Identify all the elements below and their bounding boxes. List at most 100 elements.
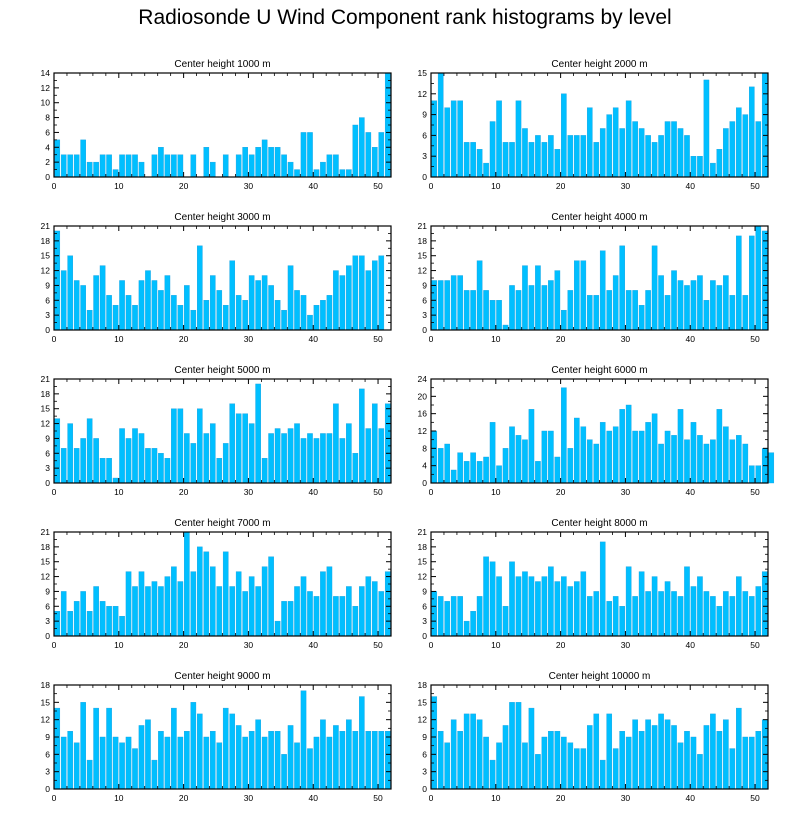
y-tick-label: 3: [422, 310, 427, 320]
bar: [528, 285, 535, 331]
bar: [216, 290, 223, 331]
bar: [457, 731, 463, 790]
y-tick-label: 0: [45, 478, 50, 488]
bar: [723, 591, 729, 637]
bar: [625, 100, 632, 178]
panel-3: Center height 3000 m 0 3 6 9 12 15 18 21 0 10 20 30 4…: [41, 212, 392, 344]
y-tick-label: 15: [418, 697, 428, 707]
bar: [274, 731, 281, 790]
x-tick-label: 50: [750, 640, 760, 650]
x-tick-label: 40: [685, 487, 695, 497]
y-tick-label: 12: [41, 419, 51, 429]
panel-4: Center height 4000 m 0 3 6 9 12 15 18 21 0 10 20 30 4…: [418, 212, 769, 344]
bar: [625, 736, 632, 790]
bar: [574, 417, 580, 484]
bar: [457, 452, 463, 484]
y-tick-label: 0: [45, 631, 50, 641]
bar: [307, 314, 313, 331]
bar: [470, 713, 476, 790]
bar: [632, 290, 638, 331]
bar: [716, 731, 723, 790]
bar: [476, 260, 483, 331]
bar: [710, 439, 716, 484]
y-tick-label: 2: [45, 157, 50, 167]
bar: [677, 742, 684, 790]
bar: [300, 295, 307, 331]
bar: [359, 696, 365, 790]
bar: [235, 154, 242, 178]
bar: [554, 581, 561, 637]
bar: [457, 596, 463, 637]
bar: [658, 443, 664, 484]
bar: [580, 748, 587, 790]
bar: [450, 469, 457, 484]
bar: [437, 280, 444, 331]
x-tick-label: 50: [750, 181, 760, 191]
bar: [333, 725, 339, 790]
bar: [125, 736, 132, 790]
bar: [287, 725, 294, 790]
bar: [437, 731, 444, 790]
bar: [638, 430, 645, 484]
x-tick-label: 40: [308, 334, 318, 344]
bar: [509, 426, 515, 484]
bar: [73, 742, 80, 790]
bar: [229, 403, 236, 484]
x-tick-label: 30: [244, 793, 254, 803]
bar: [333, 154, 339, 178]
bar: [248, 423, 255, 484]
bar: [496, 100, 502, 178]
bar: [93, 586, 99, 637]
bar: [261, 566, 268, 637]
y-tick-label: 15: [41, 404, 51, 414]
bar: [444, 280, 450, 331]
panel-title: Center height 7000 m: [174, 518, 270, 529]
x-tick-label: 10: [114, 181, 124, 191]
bar: [638, 571, 645, 637]
bar: [541, 285, 548, 331]
bar: [567, 742, 574, 790]
bar: [606, 430, 613, 484]
bar: [171, 707, 177, 790]
bar: [151, 280, 158, 331]
bar: [339, 275, 346, 331]
x-tick-label: 50: [750, 487, 760, 497]
bar: [736, 107, 742, 178]
bar: [593, 142, 600, 178]
y-tick-label: 0: [45, 784, 50, 794]
x-tick-label: 20: [556, 181, 566, 191]
bar: [339, 169, 346, 178]
bar: [586, 439, 593, 484]
bar: [261, 736, 268, 790]
bar: [86, 418, 93, 484]
bar: [80, 285, 86, 331]
bar: [54, 611, 61, 637]
bar: [450, 100, 457, 178]
bar: [470, 611, 476, 637]
panel-9: Center height 9000 m 0 3 6 9 12 15 18 0 10 20 30 40 5…: [41, 671, 392, 803]
bar: [723, 719, 729, 790]
bar: [515, 100, 522, 178]
bar: [593, 295, 600, 331]
bar: [365, 132, 372, 178]
x-tick-label: 20: [556, 487, 566, 497]
panel-10: Center height 10000 m 0 3 6 9 12 15 18 0 10 20 30 40…: [418, 671, 769, 803]
bar: [690, 422, 697, 484]
bar: [365, 428, 372, 484]
bar: [664, 295, 671, 331]
x-tick-label: 10: [114, 487, 124, 497]
x-tick-label: 40: [685, 640, 695, 650]
bar: [541, 430, 548, 484]
bar: [352, 453, 359, 484]
y-tick-label: 8: [45, 113, 50, 123]
bar: [496, 576, 502, 637]
bar: [222, 551, 229, 637]
bar: [561, 387, 567, 484]
bar: [625, 566, 632, 637]
bar: [651, 413, 658, 484]
bar: [112, 305, 119, 331]
bar: [67, 731, 73, 790]
bar: [209, 731, 216, 790]
bar: [476, 596, 483, 637]
y-tick-label: 0: [422, 172, 427, 182]
